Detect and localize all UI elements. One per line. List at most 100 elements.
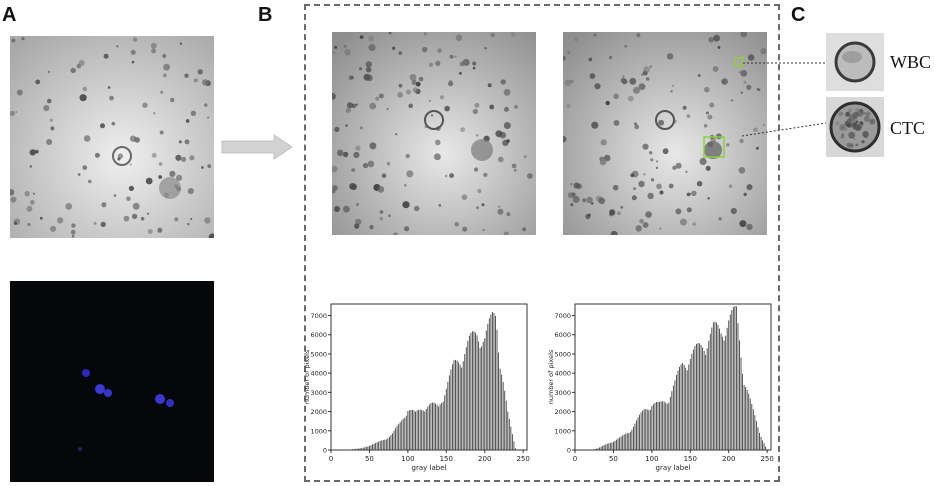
cell-speck [713, 34, 720, 42]
cell-speck [440, 95, 444, 100]
cell-speck [184, 73, 189, 78]
cell-speck [422, 46, 428, 53]
cell-speck [454, 221, 459, 227]
cell-speck [481, 203, 485, 207]
cell-speck [477, 188, 482, 194]
cell-speck [349, 183, 356, 190]
cell-speck [740, 69, 748, 77]
cell-speck [184, 139, 190, 145]
cell-speck [46, 139, 53, 145]
cell-speck [649, 65, 653, 68]
cell-speck [449, 80, 453, 84]
cell-speck [624, 44, 628, 48]
cell-speck [435, 139, 441, 146]
cell-speck [691, 190, 697, 196]
cell-speck [145, 177, 153, 185]
cell-speck [841, 126, 844, 129]
ctc-detection-box [703, 136, 725, 158]
y-tick-label: 4000 [310, 370, 327, 378]
cell-speck [643, 173, 646, 176]
cell-speck [437, 48, 442, 53]
cell-speck [185, 119, 190, 123]
cell-speck [415, 81, 421, 87]
cell-speck [334, 45, 338, 49]
panel-label-b: B [258, 4, 273, 26]
cell-speck [570, 182, 573, 186]
cell-speck [756, 88, 760, 91]
cell-speck [445, 174, 448, 178]
cell-speck [39, 216, 43, 220]
cell-speck [438, 204, 442, 207]
cell-speck [346, 102, 353, 109]
cell-speck [476, 206, 479, 210]
cell-speck [460, 127, 465, 133]
cell-speck [29, 165, 33, 168]
cell-speck [388, 32, 392, 35]
cell-speck [762, 123, 765, 126]
cell-speck [11, 38, 16, 43]
cell-speck [365, 61, 372, 68]
cell-speck [852, 112, 859, 119]
cell-speck [332, 165, 338, 173]
cell-speck [739, 220, 747, 228]
cell-speck [79, 94, 87, 102]
y-tick-label: 5000 [310, 350, 327, 358]
cell-speck [728, 184, 733, 188]
cell-speck [49, 118, 53, 122]
cell-speck [131, 60, 135, 64]
connector-lines [741, 62, 827, 137]
cell-speck [685, 170, 688, 173]
cell-speck [151, 48, 157, 54]
cell-speck [16, 89, 23, 96]
cell-speck [24, 191, 30, 197]
cell-speck [377, 186, 385, 193]
x-tick-label: 150 [440, 455, 453, 463]
cell-speck [599, 158, 607, 166]
cell-speck [435, 60, 441, 66]
cell-speck [582, 198, 587, 203]
cell-speck [573, 37, 579, 42]
cell-speck [10, 110, 15, 116]
cell-speck [13, 221, 17, 225]
cell-speck [368, 43, 376, 52]
cell-speck [175, 154, 182, 161]
cell-speck [398, 83, 403, 88]
wbc-detection-box [734, 57, 744, 67]
cell-speck [343, 44, 347, 48]
cell-speck [672, 165, 677, 170]
y-tick-label: 7000 [554, 312, 571, 320]
cell-speck [132, 37, 138, 42]
cell-speck [100, 123, 105, 129]
cell-speck [178, 140, 182, 144]
cell-speck [375, 96, 379, 101]
cell-speck [856, 120, 859, 123]
cell-speck [572, 195, 580, 203]
cell-speck [150, 42, 157, 49]
y-tick-label: 0 [323, 447, 327, 455]
cell-speck [682, 105, 687, 110]
cell-speck [709, 102, 715, 108]
cell-speck [756, 146, 759, 150]
cell-speck [686, 192, 691, 197]
wbc-crop [826, 33, 884, 91]
cell-speck [639, 218, 644, 224]
cell-speck [659, 227, 662, 230]
cell-speck [454, 55, 457, 58]
cell-speck [705, 165, 711, 171]
cell-speck [846, 124, 850, 127]
cell-speck [70, 229, 76, 235]
cell-speck [500, 79, 506, 85]
cell-speck [503, 88, 511, 96]
cell-speck [563, 55, 566, 61]
cell-speck [621, 78, 628, 85]
fluorescence-micrograph-a [10, 281, 214, 482]
cell-speck [70, 67, 76, 74]
cell-speck [638, 180, 645, 188]
cell-speck [131, 213, 138, 220]
cell-speck [697, 74, 701, 77]
cell-speck [865, 111, 871, 117]
cell-speck [367, 160, 375, 168]
ctc-crop [826, 97, 884, 157]
cell-speck [703, 124, 708, 128]
cell-speck [334, 126, 340, 132]
